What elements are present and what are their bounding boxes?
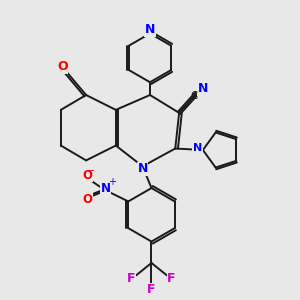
Text: F: F xyxy=(127,272,136,285)
Text: C: C xyxy=(190,91,198,101)
Text: +: + xyxy=(108,177,116,187)
Text: N: N xyxy=(145,23,155,36)
Text: O: O xyxy=(82,193,92,206)
Text: O: O xyxy=(57,60,68,73)
Text: F: F xyxy=(167,272,176,285)
Text: N: N xyxy=(198,82,208,95)
Text: O: O xyxy=(82,169,92,182)
Text: N: N xyxy=(100,182,110,194)
Text: −: − xyxy=(87,166,95,176)
Text: F: F xyxy=(147,283,156,296)
Text: N: N xyxy=(193,142,202,153)
Text: N: N xyxy=(137,162,148,175)
